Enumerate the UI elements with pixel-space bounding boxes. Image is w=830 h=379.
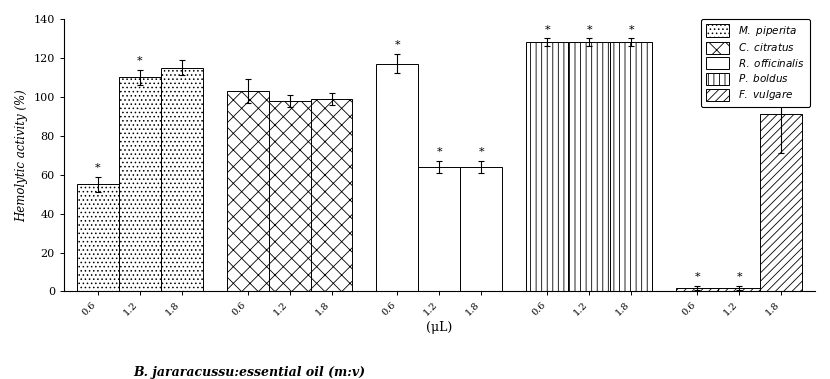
Text: *: * [479, 147, 484, 157]
Bar [569, 42, 610, 291]
Bar [676, 288, 719, 291]
Bar [418, 167, 461, 291]
Text: *: * [736, 272, 742, 282]
Bar [719, 288, 760, 291]
Bar [269, 101, 310, 291]
Bar [310, 99, 353, 291]
Bar [119, 77, 160, 291]
Text: *: * [437, 147, 442, 157]
Text: *: * [628, 25, 634, 34]
Bar [610, 42, 652, 291]
Legend: $\it{M.}$ $\it{piperita}$, $\it{C.}$ $\it{citratus}$, $\it{R.}$ $\it{officinalis: $\it{M.}$ $\it{piperita}$, $\it{C.}$ $\i… [701, 19, 810, 107]
Bar [160, 68, 203, 291]
Bar [377, 64, 418, 291]
Text: *: * [587, 25, 593, 34]
Bar [461, 167, 502, 291]
Bar [227, 91, 269, 291]
Y-axis label: Hemolytic activity (%): Hemolytic activity (%) [15, 89, 28, 222]
Text: *: * [137, 56, 143, 66]
Text: *: * [544, 25, 550, 34]
Text: B. jararacussu:essential oil (m:v): B. jararacussu:essential oil (m:v) [133, 366, 365, 379]
Bar [76, 185, 119, 291]
Text: *: * [95, 163, 100, 173]
Bar [526, 42, 569, 291]
Text: *: * [695, 272, 701, 282]
Text: *: * [395, 40, 400, 50]
Bar [760, 114, 803, 291]
X-axis label: (μL): (μL) [427, 321, 452, 334]
